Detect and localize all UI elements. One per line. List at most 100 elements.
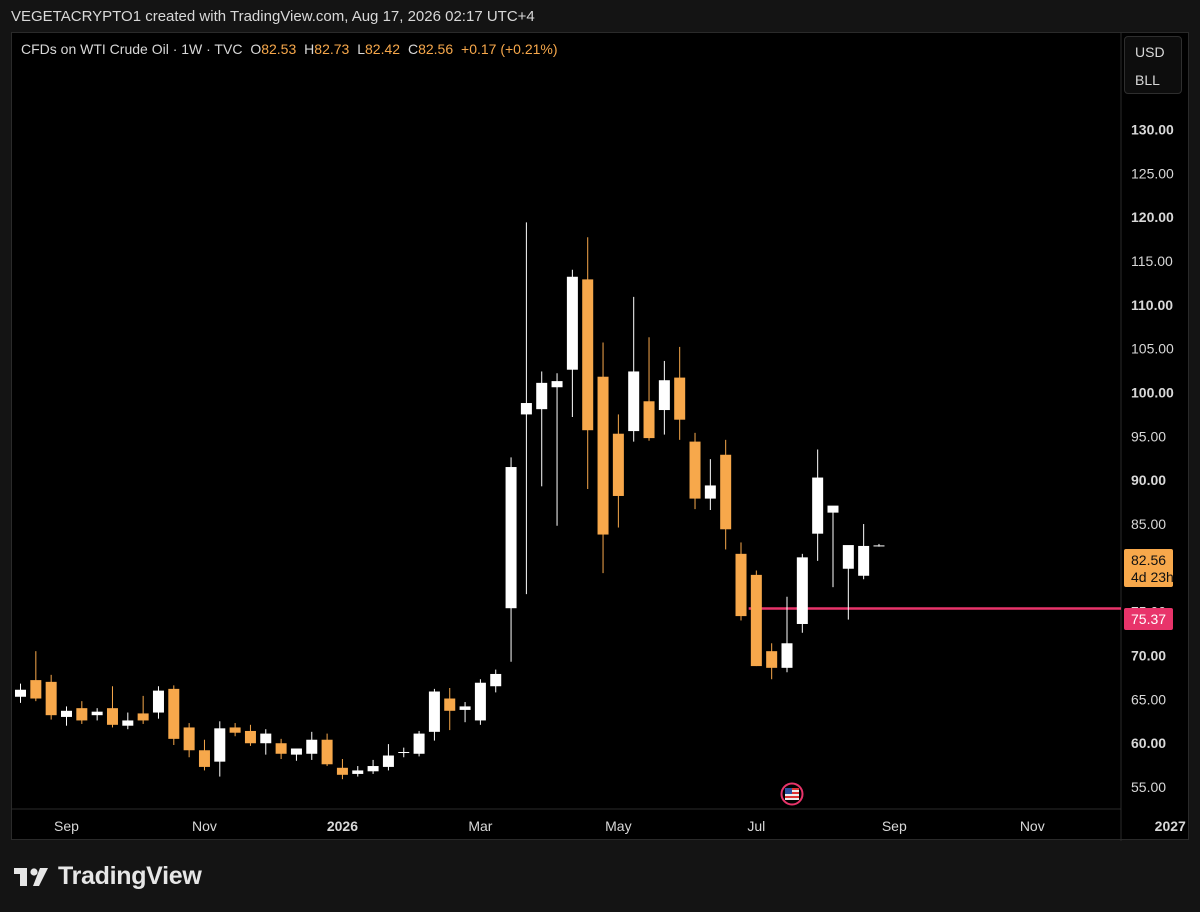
candle-body [336,767,348,775]
candle [597,342,609,574]
candle [183,723,195,758]
candle [106,686,118,728]
unit-label[interactable]: BLL [1135,72,1160,88]
symbol-name[interactable]: CFDs on WTI Crude Oil · 1W · TVC [21,41,243,57]
candle [704,459,716,510]
open-label: O [250,41,262,57]
currency-label[interactable]: USD [1135,44,1165,60]
price-tick-label: 70.00 [1131,648,1166,664]
candle-body [520,403,532,415]
price-tick-label: 55.00 [1131,779,1166,795]
candle [459,702,471,723]
price-tick-label: 60.00 [1131,735,1166,751]
symbol-legend[interactable]: CFDs on WTI Crude Oil · 1W · TVC O82.53 … [21,41,558,57]
candle-body [566,276,578,370]
candle-body [658,380,670,411]
candle [551,373,563,526]
candle-body [842,545,854,569]
candle-body [15,689,26,697]
candle [198,739,210,771]
candle [290,748,302,761]
candle [382,744,394,771]
candle-body [444,698,456,711]
candle [30,651,42,702]
candle-body [689,441,701,499]
price-tick-label: 85.00 [1131,516,1166,532]
candle-body [674,377,686,420]
candle-body [597,376,609,535]
time-tick-label: Sep [882,818,907,834]
candle-body [612,433,624,496]
candle-body [229,727,241,733]
candle-body [720,454,732,530]
candle-body [750,574,762,667]
candle-body [781,643,793,668]
candle [474,679,486,725]
us-flag-event-icon[interactable] [780,782,804,806]
price-axis[interactable]: 140.00135.00130.00125.00120.00115.00110.… [1131,34,1174,795]
candle-body [413,733,425,754]
candle [444,687,456,731]
candle-body [382,755,394,767]
candle [674,346,686,440]
candle [582,237,594,489]
candle-body [367,766,379,772]
candle [873,543,885,547]
candle [858,524,870,580]
candle [720,439,732,550]
candle-body [536,382,548,410]
price-tick-label: 100.00 [1131,385,1174,401]
candle [275,738,287,760]
candle-body [873,545,885,547]
candlestick-chart[interactable]: 140.00135.00130.00125.00120.00115.00110.… [12,33,1190,841]
candle-body [290,748,302,755]
candle-body [183,727,195,751]
candle [244,724,256,746]
tradingview-logo: TradingView [14,862,202,891]
time-tick-label: May [605,818,631,834]
candle [689,432,701,510]
price-tick-label: 130.00 [1131,121,1174,137]
candle [612,414,624,528]
time-tick-label: Nov [1020,818,1045,834]
candle [750,570,762,667]
candles-group [15,222,885,780]
candle [321,733,333,767]
price-tick-label: 65.00 [1131,691,1166,707]
candle [735,542,747,621]
candle-body [766,651,778,668]
current-price-value: 82.56 [1131,552,1166,568]
time-tick-label: 2026 [327,818,358,834]
candle-body [76,708,88,721]
candle-body [398,752,410,754]
candle [536,371,548,487]
candle-body [858,545,870,576]
candle [367,759,379,774]
candle [796,553,808,633]
candle-body [275,743,287,754]
candle [76,701,88,724]
time-axis[interactable]: Sep Nov 2026 Mar May Jul Sep Nov 2027 [54,818,1186,834]
time-tick-label: Nov [192,818,217,834]
close-value: 82.56 [418,41,454,57]
candle [152,686,164,719]
candle [812,449,824,561]
candle [45,674,57,720]
chart-panel[interactable]: 140.00135.00130.00125.00120.00115.00110.… [11,32,1190,841]
candle-body [106,708,118,725]
candle [628,296,640,442]
high-label: H [304,41,315,57]
candle [15,683,26,703]
candle-body [91,711,103,716]
low-value: 82.42 [365,41,401,57]
currency-unit-selector[interactable]: USD BLL [1124,36,1182,94]
time-tick-label: Sep [54,818,79,834]
chart-attribution: VEGETACRYPTO1 created with TradingView.c… [11,8,535,25]
candle-body [827,505,839,513]
candle [490,669,502,693]
candle-body [122,720,134,726]
open-value: 82.53 [261,41,297,57]
candle [168,685,180,745]
time-tick-label: 2027 [1155,818,1186,834]
price-tick-label: 95.00 [1131,428,1166,444]
